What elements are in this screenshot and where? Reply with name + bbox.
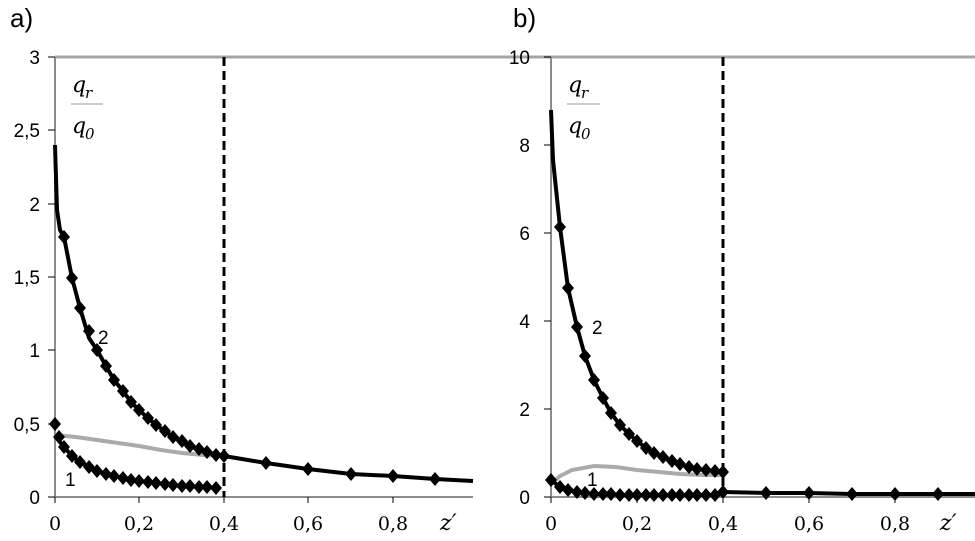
svg-text:0,2: 0,2 — [622, 513, 652, 535]
x-tick-labels: 0 0,2 0,4 0,6 0,8 z′ — [49, 511, 457, 536]
svg-text:0: 0 — [29, 488, 40, 509]
y-axis-label: q r q 0 — [71, 73, 103, 143]
svg-text:8: 8 — [519, 136, 530, 157]
svg-text:10: 10 — [509, 48, 530, 69]
svg-text:0,6: 0,6 — [293, 513, 323, 535]
svg-text:2: 2 — [519, 400, 530, 421]
curve-label-1: 1 — [587, 470, 598, 491]
svg-text:0,8: 0,8 — [880, 513, 910, 535]
svg-text:r: r — [581, 84, 589, 102]
panel-label-a: a) — [10, 3, 33, 33]
svg-text:q: q — [568, 114, 582, 139]
x-axis-label: z′ — [439, 511, 457, 536]
series-2-line — [53, 144, 474, 483]
svg-text:0,8: 0,8 — [378, 513, 408, 535]
series-2-markers — [58, 230, 441, 486]
x-tick-labels: 0 0,2 0,4 0,6 0,8 z′ — [545, 511, 957, 536]
svg-text:1,5: 1,5 — [14, 268, 40, 289]
svg-text:3: 3 — [29, 48, 40, 69]
svg-text:0: 0 — [545, 513, 557, 535]
svg-text:0: 0 — [49, 513, 61, 535]
curve-label-2: 2 — [98, 328, 109, 349]
curve-label-1: 1 — [65, 470, 76, 491]
svg-text:q: q — [72, 114, 86, 139]
y-tick-labels: 0 0,5 1 1,5 2 2,5 3 — [14, 48, 40, 509]
y-ticks — [48, 56, 55, 498]
svg-text:2,5: 2,5 — [14, 121, 40, 142]
series-2-line — [549, 109, 724, 474]
svg-text:0: 0 — [581, 125, 591, 143]
svg-text:q: q — [72, 73, 86, 98]
series-2-markers — [554, 220, 729, 479]
svg-text:6: 6 — [519, 224, 530, 245]
series-gray-curve — [54, 433, 225, 458]
svg-text:0,4: 0,4 — [708, 513, 738, 535]
svg-text:0,4: 0,4 — [209, 513, 239, 535]
svg-text:q: q — [568, 73, 582, 98]
curve-label-2: 2 — [592, 318, 603, 339]
series-gray-curve — [549, 463, 723, 486]
svg-text:2: 2 — [29, 195, 40, 216]
x-axis-label: z′ — [939, 511, 957, 536]
y-tick-labels: 0 2 4 6 8 10 — [509, 48, 531, 509]
svg-text:0: 0 — [519, 488, 530, 509]
x-ticks — [54, 497, 394, 503]
panel-label-b: b) — [513, 3, 536, 33]
chart-panel-b: b) 0 2 4 6 8 10 0 0,2 — [509, 3, 975, 536]
svg-text:0,2: 0,2 — [124, 513, 154, 535]
svg-text:4: 4 — [519, 312, 530, 333]
y-axis-label: q r q 0 — [567, 73, 600, 143]
svg-text:0,6: 0,6 — [794, 513, 824, 535]
chart-panel-a: a) 0 0,5 1 1,5 2 2,5 3 — [10, 3, 975, 536]
svg-text:0,5: 0,5 — [14, 415, 40, 436]
svg-text:1: 1 — [29, 341, 40, 362]
y-ticks — [544, 56, 551, 498]
svg-text:0: 0 — [85, 125, 95, 143]
svg-text:r: r — [85, 84, 93, 102]
